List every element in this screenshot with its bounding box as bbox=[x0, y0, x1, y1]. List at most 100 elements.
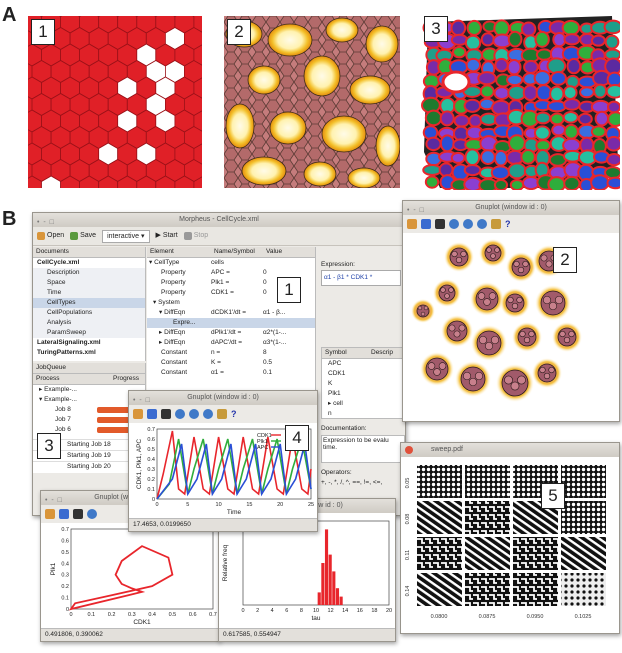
tissue-cell bbox=[439, 110, 455, 127]
zoom-in-icon[interactable] bbox=[463, 219, 473, 229]
copy-icon[interactable] bbox=[133, 409, 143, 419]
start-button[interactable]: ▶ Start bbox=[156, 227, 178, 245]
tissue-cell bbox=[533, 70, 552, 86]
histogram-chart: 0 2 4 6 8 10 12 14 16 18 20 tau Relative freq bbox=[222, 520, 392, 622]
status-bar: 0.491806, 0.390062 bbox=[41, 628, 219, 641]
settings-icon[interactable] bbox=[217, 409, 227, 419]
tissue-cell bbox=[605, 84, 620, 99]
tissue-cell bbox=[534, 30, 550, 48]
replot-icon[interactable] bbox=[59, 509, 69, 519]
open-button[interactable]: Open bbox=[37, 227, 64, 245]
tissue-cell bbox=[425, 136, 442, 152]
tissue-cell bbox=[593, 83, 608, 99]
window-title: Morpheus - CellCycle.xml bbox=[179, 216, 259, 223]
table-row[interactable]: Constant K = 0.5 bbox=[147, 358, 315, 368]
symbol-item[interactable]: ▸ cell bbox=[328, 400, 343, 407]
help-icon[interactable]: ? bbox=[505, 219, 511, 229]
symbol-item[interactable]: APC bbox=[328, 360, 342, 367]
cell bbox=[507, 296, 514, 304]
replot-icon[interactable] bbox=[421, 219, 431, 229]
stop-button[interactable]: Stop bbox=[183, 227, 208, 245]
tissue-3d-image: 3 bbox=[420, 12, 620, 190]
replot-icon[interactable] bbox=[147, 409, 157, 419]
settings-icon[interactable] bbox=[491, 219, 501, 229]
panel-label-a: A bbox=[2, 4, 17, 26]
cell bbox=[539, 366, 546, 374]
document-item[interactable]: CellPopulations bbox=[33, 308, 145, 318]
sweep-pattern-cell bbox=[561, 501, 606, 534]
table-row[interactable]: Property CDK1 = 0 bbox=[147, 288, 315, 298]
x-tick-label: 4 bbox=[271, 608, 274, 614]
job-log-entry[interactable]: Starting Job 20 bbox=[33, 461, 145, 472]
table-row[interactable]: ▸ DiffEqn dAPC'/dt = α3*(1-... bbox=[147, 338, 315, 348]
symbol-item[interactable]: CDK1 bbox=[328, 370, 346, 377]
job-item[interactable]: ▸ Example-... bbox=[39, 386, 77, 393]
expression-input[interactable]: α1 - β1 * CDK1 * bbox=[321, 270, 401, 286]
tissue-cell bbox=[606, 176, 620, 190]
save-button[interactable]: Save bbox=[70, 227, 96, 245]
y-tick-label: 0.3 bbox=[147, 467, 155, 473]
symbol-item[interactable]: Plk1 bbox=[328, 390, 341, 397]
document-item[interactable]: Analysis bbox=[33, 318, 145, 328]
table-row[interactable]: Property Plk1 = 0 bbox=[147, 278, 315, 288]
window-controls-icon[interactable]: • - □ bbox=[133, 397, 151, 404]
grid-icon[interactable] bbox=[435, 219, 445, 229]
mode-select[interactable]: interactive ▾ bbox=[102, 229, 150, 243]
job-log-entry[interactable]: Starting Job 19 bbox=[33, 450, 145, 461]
table-row[interactable]: Constant n = 8 bbox=[147, 348, 315, 358]
document-item[interactable]: ParamSweep bbox=[33, 328, 145, 338]
copy-icon[interactable] bbox=[407, 219, 417, 229]
table-row[interactable]: Expre... bbox=[147, 318, 315, 328]
zoom-out-icon[interactable] bbox=[203, 409, 213, 419]
tissue-cell bbox=[490, 165, 511, 180]
table-cell: n = bbox=[211, 349, 221, 356]
cell bbox=[483, 298, 491, 306]
table-row[interactable]: ▸ DiffEqn dPlk1'/dt = α2*(1-... bbox=[147, 328, 315, 338]
document-item[interactable]: Space bbox=[33, 278, 145, 288]
document-item[interactable]: TuringPatterns.xml bbox=[37, 349, 96, 356]
zoom-in-icon[interactable] bbox=[189, 409, 199, 419]
zoom-icon[interactable] bbox=[175, 409, 185, 419]
job-item[interactable]: Job 7 bbox=[33, 415, 145, 425]
mode-value: interactive bbox=[107, 232, 139, 240]
table-row[interactable]: ▾ System bbox=[147, 298, 315, 308]
copy-icon[interactable] bbox=[45, 509, 55, 519]
window-controls-icon[interactable]: • - □ bbox=[37, 219, 55, 226]
symbol-item[interactable]: n bbox=[328, 410, 332, 417]
grid-icon[interactable] bbox=[161, 409, 171, 419]
document-item[interactable]: CellCycle.xml bbox=[37, 259, 80, 266]
table-row[interactable]: ▾ CellType cells bbox=[147, 258, 315, 268]
zoom-icon[interactable] bbox=[449, 219, 459, 229]
table-cell: K = bbox=[211, 359, 221, 366]
table-row[interactable]: Property APC = 0 bbox=[147, 268, 315, 278]
document-item[interactable]: CellTypes bbox=[33, 298, 145, 308]
sweep-pattern-cell bbox=[561, 573, 606, 606]
documents-header: Documents bbox=[33, 247, 145, 258]
grid-icon[interactable] bbox=[73, 509, 83, 519]
job-item[interactable]: ▾ Example-... bbox=[39, 396, 77, 403]
y-tick-label: 0.5 bbox=[61, 550, 69, 556]
zoom-out-icon[interactable] bbox=[477, 219, 487, 229]
zoom-icon[interactable] bbox=[87, 509, 97, 519]
close-icon[interactable] bbox=[405, 446, 413, 454]
window-controls-icon[interactable]: • - □ bbox=[45, 497, 63, 504]
cell bbox=[448, 324, 456, 332]
table-cell: dPlk1'/dt = bbox=[211, 329, 242, 336]
document-item[interactable]: Description bbox=[33, 268, 145, 278]
tissue-cell bbox=[551, 123, 567, 137]
cell bbox=[460, 250, 467, 258]
table-cell: Plk1 = bbox=[211, 279, 230, 286]
panel-label-b: B bbox=[2, 208, 17, 230]
tissue-cell bbox=[451, 45, 467, 59]
job-item[interactable]: Job 8 bbox=[33, 405, 145, 415]
table-row[interactable]: ▾ DiffEqn dCDK1'/dt = α1 - β... bbox=[147, 308, 315, 318]
job-item[interactable]: Job 6 bbox=[33, 425, 145, 435]
window-controls-icon[interactable]: • - □ bbox=[407, 207, 425, 214]
table-row[interactable]: Constant α1 = 0.1 bbox=[147, 368, 315, 378]
job-log-entry[interactable]: Starting Job 18 bbox=[33, 439, 145, 450]
symbol-item[interactable]: K bbox=[328, 380, 333, 387]
help-icon[interactable]: ? bbox=[231, 409, 237, 419]
document-item[interactable]: LateralSignaling.xml bbox=[37, 339, 101, 346]
time-chart-frame bbox=[156, 428, 312, 500]
document-item[interactable]: Time bbox=[33, 288, 145, 298]
